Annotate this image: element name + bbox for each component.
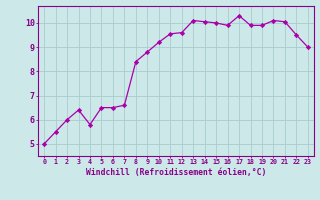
X-axis label: Windchill (Refroidissement éolien,°C): Windchill (Refroidissement éolien,°C) <box>86 168 266 177</box>
